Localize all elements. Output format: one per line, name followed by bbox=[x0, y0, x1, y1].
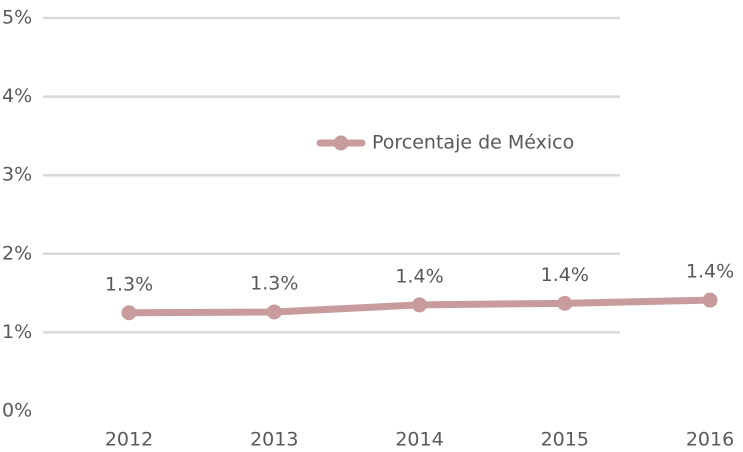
data-label: 1.3% bbox=[250, 272, 298, 294]
data-label: 1.4% bbox=[541, 264, 589, 286]
y-tick-label: 0% bbox=[2, 400, 32, 422]
y-tick-label: 3% bbox=[2, 164, 32, 186]
point bbox=[702, 292, 718, 308]
x-tick-label: 2013 bbox=[250, 429, 298, 451]
data-label: 1.3% bbox=[105, 273, 153, 295]
legend-marker bbox=[333, 135, 349, 151]
point bbox=[266, 304, 282, 320]
point bbox=[557, 295, 573, 311]
y-tick-label: 2% bbox=[2, 242, 32, 264]
point bbox=[121, 305, 137, 321]
y-tick-label: 5% bbox=[2, 7, 32, 29]
y-tick-label: 4% bbox=[2, 85, 32, 107]
x-tick-label: 2015 bbox=[541, 429, 589, 451]
legend-label: Porcentaje de México bbox=[372, 132, 574, 154]
data-label: 1.4% bbox=[395, 265, 443, 287]
x-tick-label: 2014 bbox=[395, 429, 443, 451]
point bbox=[412, 297, 427, 313]
y-tick-label: 1% bbox=[2, 321, 32, 343]
x-tick-label: 2012 bbox=[105, 429, 153, 451]
x-tick-label: 2016 bbox=[686, 429, 734, 451]
data-label: 1.4% bbox=[686, 261, 734, 283]
